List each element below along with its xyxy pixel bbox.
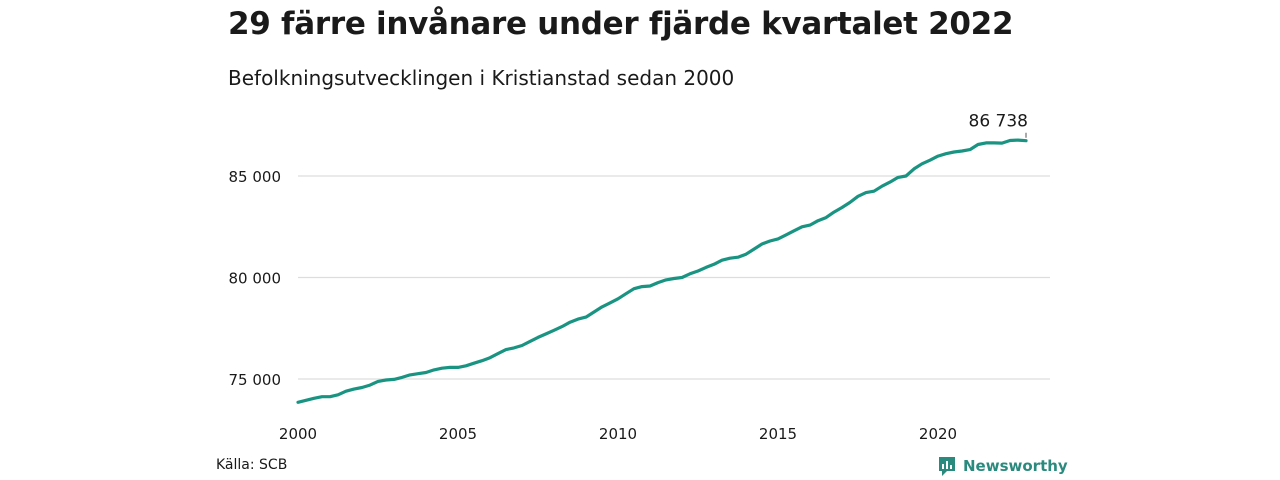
x-tick-label: 2000 [279,425,317,443]
x-tick-label: 2015 [759,425,797,443]
x-tick-label: 2010 [599,425,637,443]
chart-subtitle: Befolkningsutvecklingen i Kristianstad s… [228,66,735,90]
x-tick-label: 2020 [919,425,957,443]
y-tick-label: 85 000 [229,168,282,186]
x-tick-label: 2005 [439,425,477,443]
newsworthy-logo-icon [939,457,955,476]
source-note: Källa: SCB [216,457,288,473]
brand-logo[interactable]: Newsworthy [937,455,1068,477]
y-tick-label: 80 000 [229,270,282,288]
last-value-label: 86 738 [969,112,1028,132]
chart-title: 29 färre invånare under fjärde kvartalet… [228,6,1014,42]
y-tick-label: 75 000 [229,371,282,389]
brand-name: Newsworthy [963,457,1068,475]
series-line [296,138,1028,404]
